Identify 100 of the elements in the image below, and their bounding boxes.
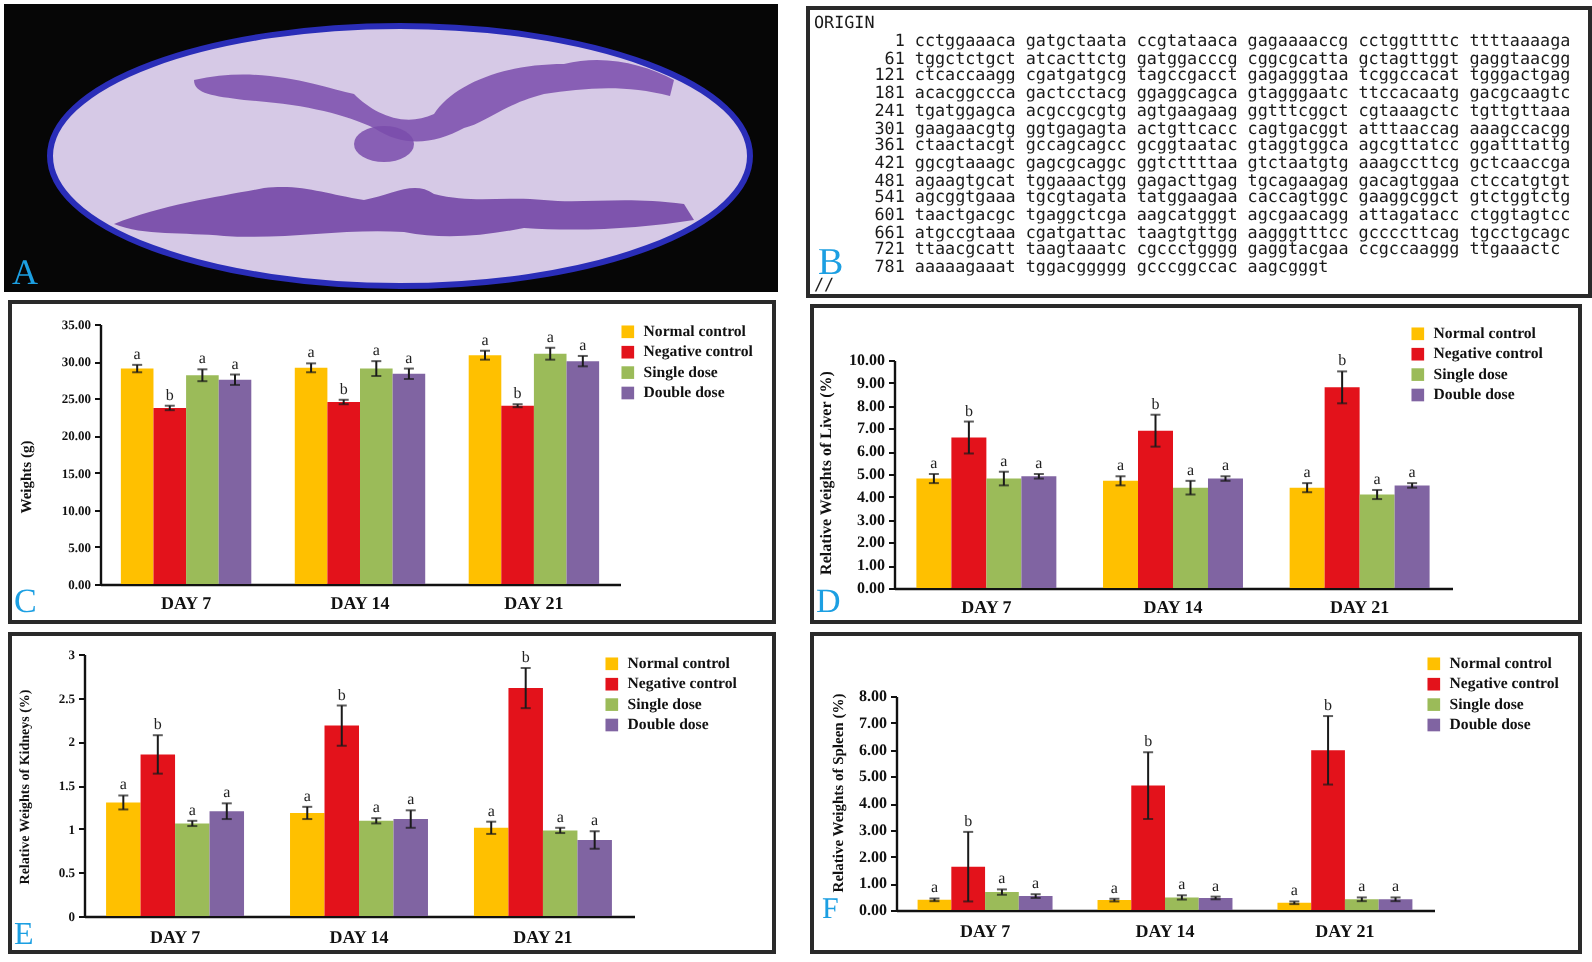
data-label: a — [556, 807, 565, 826]
data-label: b — [1324, 696, 1333, 715]
data-label: a — [998, 869, 1007, 888]
bar — [1207, 478, 1243, 588]
data-label: a — [930, 878, 939, 897]
text: C — [14, 581, 37, 620]
data-label: a — [372, 341, 381, 360]
data-label: a — [1032, 874, 1041, 893]
bar — [1103, 480, 1139, 588]
bar — [153, 407, 187, 584]
bar — [1138, 430, 1173, 588]
x-tick-label: DAY 14 — [330, 593, 391, 613]
data-label: b — [513, 384, 522, 403]
y-tick-label: 1.00 — [859, 874, 887, 893]
data-label: a — [188, 800, 197, 819]
data-label: a — [223, 783, 232, 802]
data-label: a — [481, 330, 490, 349]
data-label: a — [372, 798, 381, 817]
y-tick-label: 3.00 — [859, 820, 887, 839]
text: A — [12, 251, 38, 292]
data-label: b — [964, 401, 973, 420]
text: 601 taactgacgc tgaggctcga aagcatgggt agcgaacagg attagatacc ctggtagtcc — [874, 204, 1571, 225]
bar — [1311, 750, 1345, 910]
x-tick-label: DAY 14 — [1143, 597, 1204, 617]
bar — [986, 478, 1022, 588]
bar — [917, 899, 952, 910]
bar — [1289, 487, 1325, 588]
data-label: a — [579, 335, 588, 354]
y-tick-label: 4.00 — [857, 487, 885, 506]
bar — [392, 373, 426, 584]
data-label: a — [1186, 460, 1195, 479]
bar — [360, 368, 393, 584]
text: F — [822, 894, 839, 927]
data-label: a — [546, 327, 555, 346]
y-tick-label: 6.00 — [859, 740, 887, 759]
bar — [1198, 897, 1233, 910]
y-tick-label: 7.00 — [857, 419, 885, 438]
x-tick-label: DAY 21 — [504, 593, 565, 613]
bar — [175, 823, 210, 916]
bar — [1277, 902, 1312, 910]
data-label: b — [1338, 351, 1347, 370]
text: 241 tgatggagca acgccgcgtg agtgaagaag ggtttcggct cgtaaagctc tgttgttaaa — [874, 99, 1571, 120]
x-tick-label: DAY 21 — [513, 927, 574, 947]
bar — [473, 827, 509, 916]
x-tick-label: DAY 7 — [961, 597, 1013, 617]
bar — [393, 819, 428, 916]
y-tick-label: 3.00 — [857, 510, 885, 529]
data-label: b — [1151, 394, 1160, 413]
text: ORIGIN — [814, 12, 875, 33]
data-label: a — [133, 344, 142, 363]
bar — [1131, 785, 1165, 910]
y-tick-label: 2.00 — [857, 533, 885, 552]
x-tick-label: DAY 7 — [149, 927, 202, 947]
bar — [359, 820, 394, 916]
y-tick-label: 0.00 — [857, 579, 885, 597]
bar — [294, 367, 328, 584]
bar — [1165, 897, 1199, 910]
data-label: a — [303, 786, 312, 805]
bar — [985, 892, 1019, 910]
data-label: a — [1408, 463, 1417, 482]
bar — [218, 379, 252, 584]
y-tick-label: 6.00 — [857, 442, 885, 461]
bar — [327, 402, 360, 584]
bar — [140, 754, 176, 916]
bar — [533, 353, 567, 584]
y-tick-label: 7.00 — [859, 713, 887, 732]
data-label: b — [964, 811, 973, 830]
data-label: a — [1110, 878, 1119, 897]
y-tick-label: 8.00 — [857, 396, 885, 415]
bar — [1344, 899, 1379, 910]
text: 1 cctggaaaca gatgctaata ccgtataaca gagaaaaccg cctggttttc ttttaaaaga — [894, 30, 1571, 51]
data-label: a — [591, 811, 600, 830]
bar — [186, 375, 219, 584]
data-label: a — [1000, 451, 1009, 470]
y-tick-label: 5.00 — [857, 465, 885, 483]
data-label: b — [337, 685, 346, 704]
data-label: a — [1221, 456, 1230, 475]
data-label: a — [487, 801, 496, 820]
bar — [468, 355, 502, 584]
text: 61 tggctctgct atcacttctg gatggacccg cggcgcatta gctagttggt gaggtaacgg — [884, 47, 1571, 68]
data-label: a — [1391, 877, 1400, 896]
data-label: a — [1290, 881, 1299, 900]
data-label: a — [930, 454, 939, 472]
data-label: b — [339, 379, 348, 398]
text: E — [14, 917, 34, 952]
data-label: a — [1303, 463, 1312, 482]
bar — [1018, 896, 1053, 910]
bar — [1173, 487, 1208, 588]
bar — [916, 478, 952, 588]
bar — [577, 840, 612, 916]
x-tick-label: DAY 14 — [329, 927, 390, 947]
data-label: a — [1358, 877, 1367, 896]
y-tick-label: 9.00 — [857, 373, 885, 392]
x-tick-label: DAY 21 — [1330, 597, 1391, 617]
bar — [1378, 899, 1413, 910]
data-label: a — [231, 354, 240, 373]
data-label: a — [1212, 876, 1221, 895]
y-tick-label: 2.00 — [859, 847, 887, 866]
bar — [951, 866, 986, 910]
data-label: b — [521, 647, 530, 666]
